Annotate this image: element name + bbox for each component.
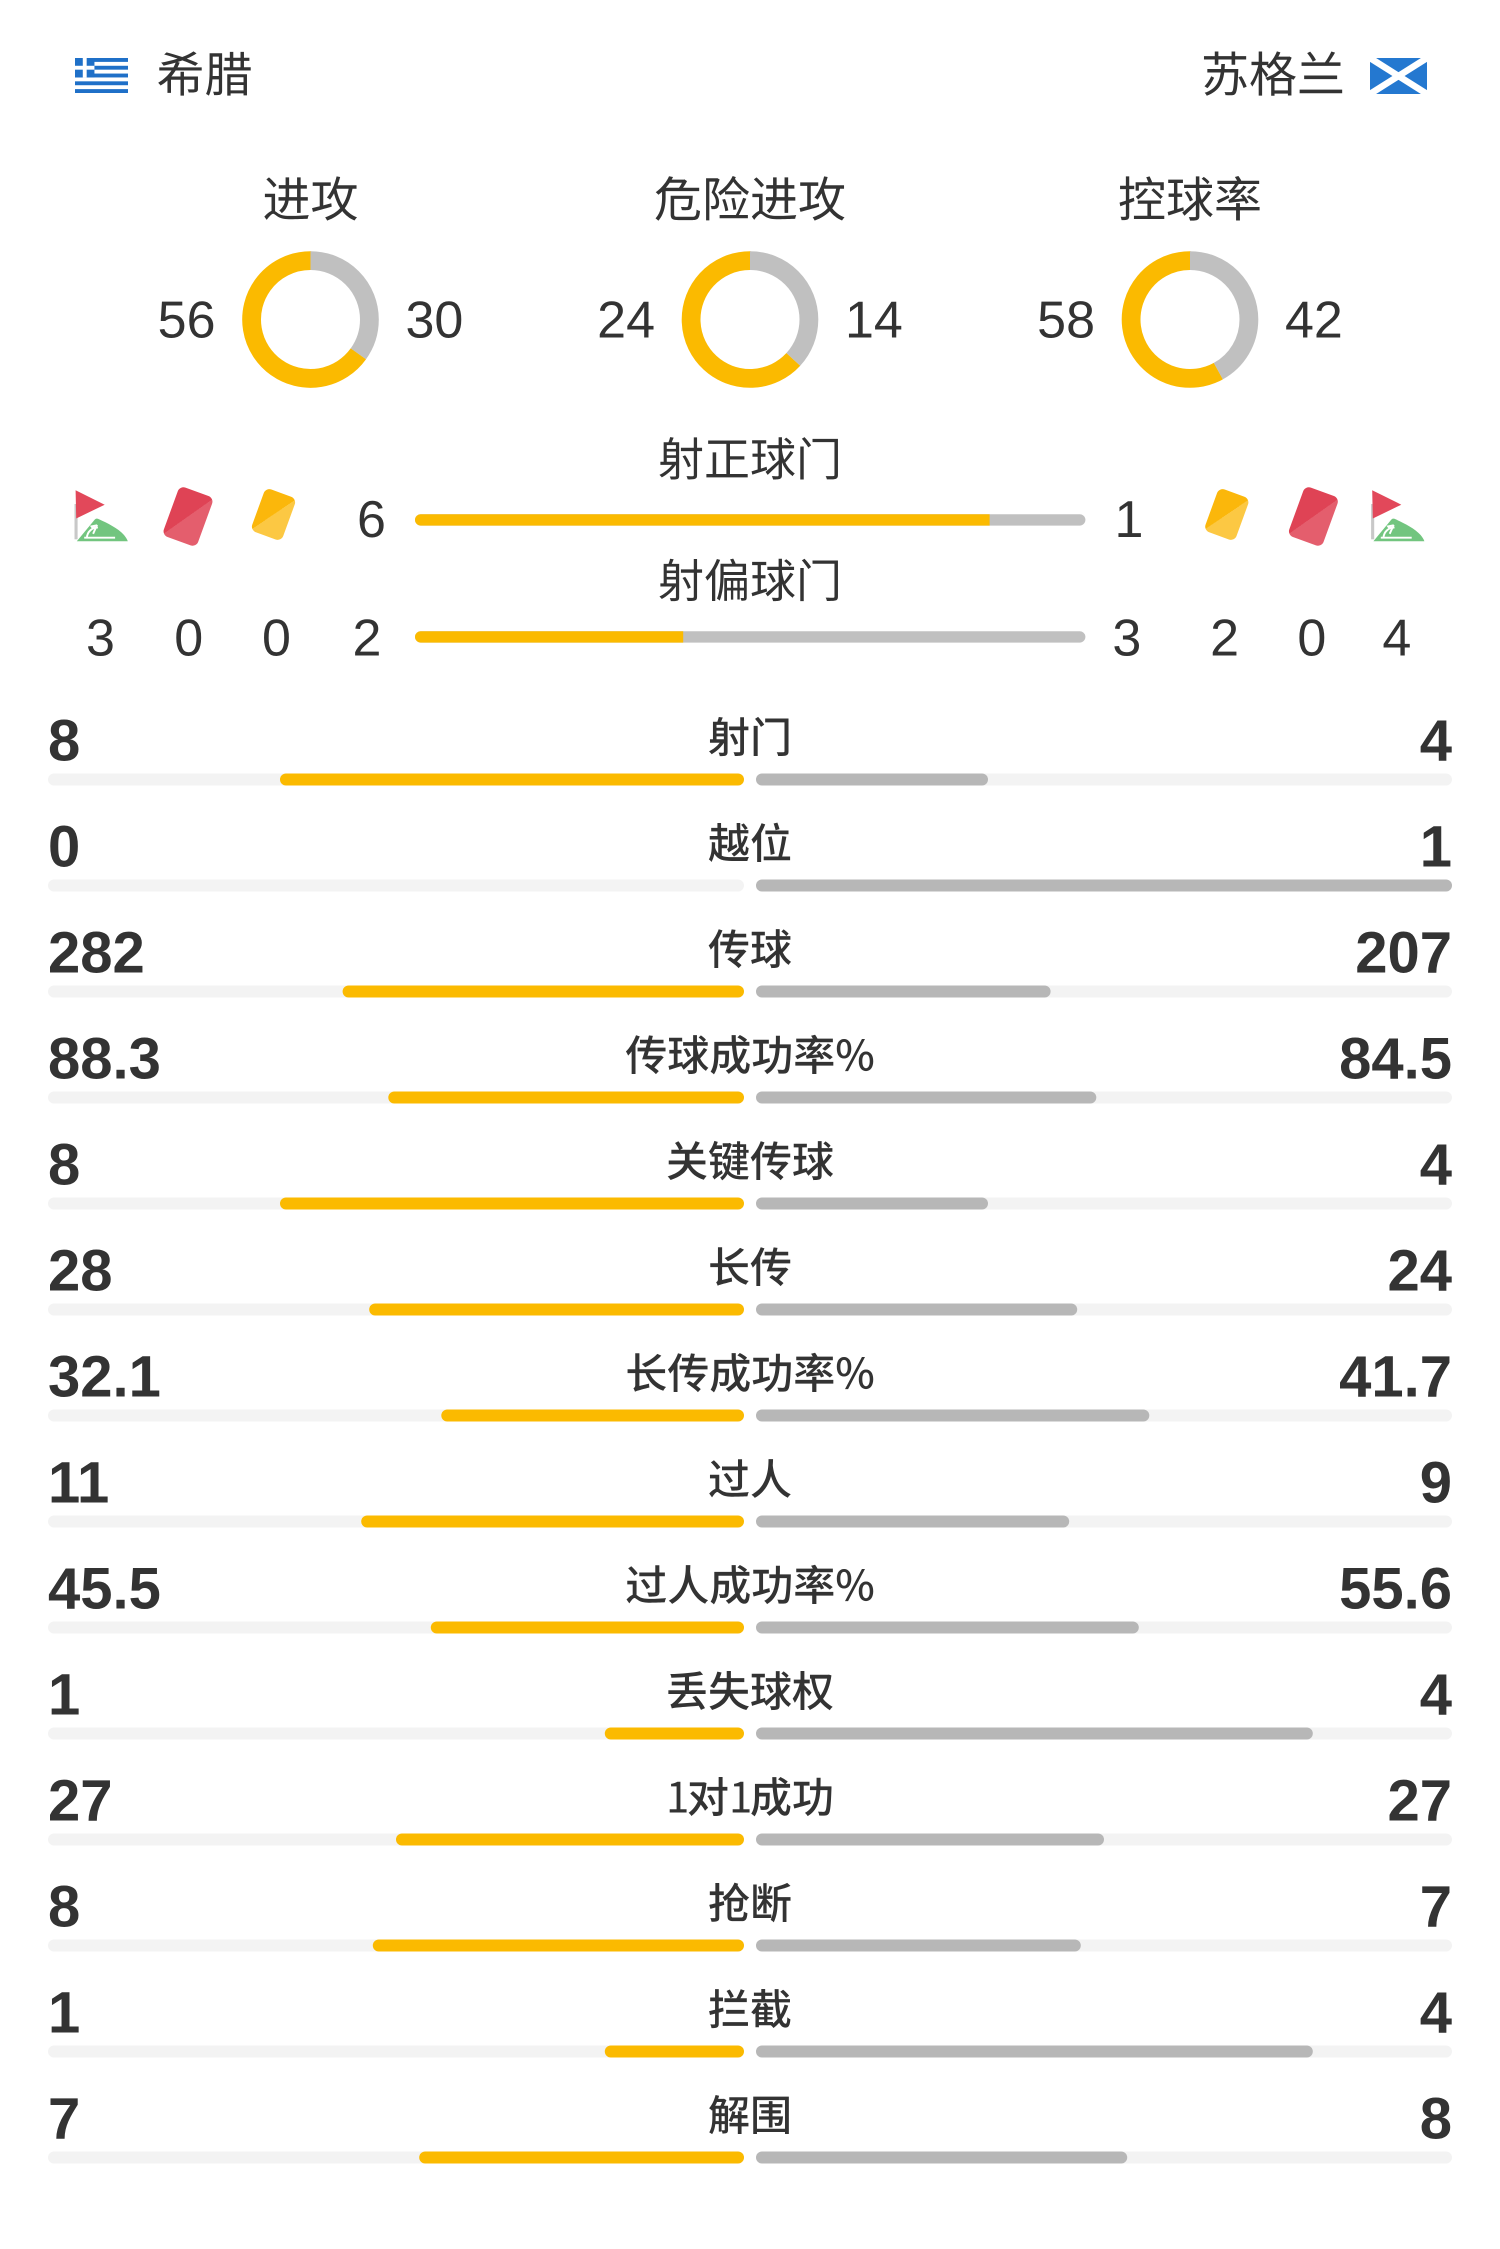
svg-text:1: 1 [48, 1981, 80, 2046]
svg-text:4: 4 [1382, 610, 1411, 668]
svg-text:55.6: 55.6 [1339, 1557, 1452, 1622]
svg-text:282: 282 [48, 921, 145, 986]
svg-text:7: 7 [48, 2087, 80, 2152]
svg-text:30: 30 [406, 291, 464, 349]
svg-text:0: 0 [1297, 610, 1326, 668]
svg-text:8: 8 [48, 1133, 80, 1198]
svg-text:8: 8 [1420, 2087, 1452, 2152]
svg-text:28: 28 [48, 1239, 113, 1304]
svg-text:27: 27 [1387, 1769, 1452, 1834]
svg-text:3: 3 [1112, 610, 1141, 668]
svg-text:27: 27 [48, 1769, 113, 1834]
svg-text:4: 4 [1420, 1133, 1452, 1198]
svg-text:58: 58 [1037, 291, 1095, 349]
svg-text:11: 11 [48, 1451, 109, 1516]
svg-text:14: 14 [845, 291, 903, 349]
svg-text:1: 1 [1420, 815, 1452, 880]
svg-text:2: 2 [353, 610, 382, 668]
svg-text:1: 1 [48, 1663, 80, 1728]
svg-text:88.3: 88.3 [48, 1027, 161, 1092]
svg-text:7: 7 [1420, 1875, 1452, 1940]
svg-text:84.5: 84.5 [1339, 1027, 1452, 1092]
svg-text:0: 0 [262, 610, 291, 668]
svg-text:9: 9 [1420, 1451, 1452, 1516]
svg-text:41.7: 41.7 [1339, 1345, 1452, 1410]
svg-text:56: 56 [158, 291, 216, 349]
svg-text:6: 6 [357, 491, 386, 549]
svg-text:4: 4 [1420, 1981, 1452, 2046]
svg-text:0: 0 [48, 815, 80, 880]
svg-text:8: 8 [48, 709, 80, 774]
svg-text:32.1: 32.1 [48, 1345, 161, 1410]
svg-text:0: 0 [174, 610, 203, 668]
svg-text:42: 42 [1285, 291, 1343, 349]
svg-text:24: 24 [597, 291, 655, 349]
svg-text:207: 207 [1355, 921, 1452, 986]
svg-text:3: 3 [86, 610, 115, 668]
svg-text:4: 4 [1420, 709, 1452, 774]
svg-text:24: 24 [1387, 1239, 1452, 1304]
svg-text:1: 1 [1115, 491, 1144, 549]
svg-text:45.5: 45.5 [48, 1557, 161, 1622]
svg-text:2: 2 [1210, 610, 1239, 668]
svg-text:4: 4 [1420, 1663, 1452, 1728]
svg-text:8: 8 [48, 1875, 80, 1940]
